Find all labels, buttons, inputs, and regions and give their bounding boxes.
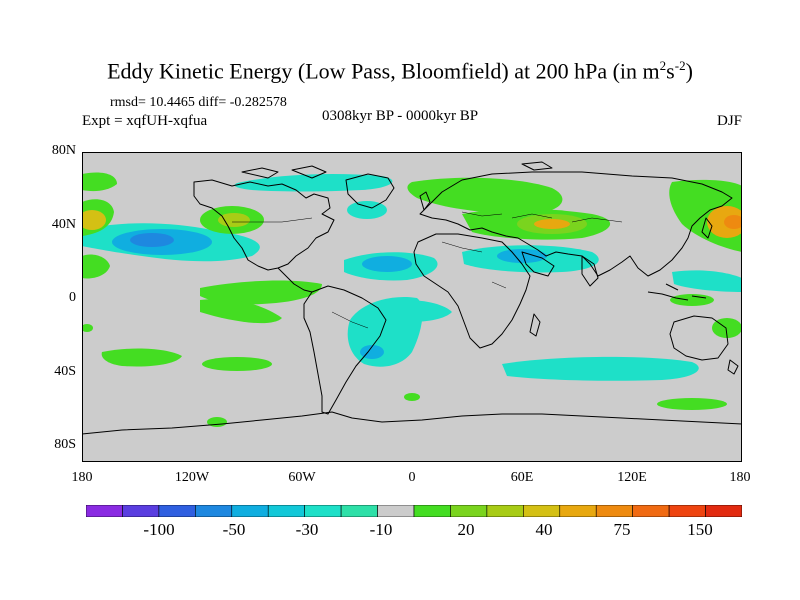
pos-region-tropical-pacific [200,280,322,305]
neg-region-north-atlantic-blob [347,201,387,219]
coast-japan [701,217,713,239]
map-frame [82,152,742,462]
colorbar-label-75: 75 [613,520,631,539]
lat-label-80n: 80N [51,143,76,158]
pos-region-southern-ocean-pacific [202,357,272,371]
colorbar-box-5 [267,505,305,517]
coast-australia [669,315,729,361]
season-label: DJF [716,113,742,129]
coastlines [82,161,742,435]
lat-label-40n: 40N [51,217,76,232]
lon-label-60e: 60E [510,470,534,485]
coast-madagascar [529,313,541,337]
coast-south-america [303,285,387,415]
colorbar-box-4 [231,505,269,517]
pos-region-subtropical-pacific [82,254,110,279]
pos-region-south-pacific-tiny [82,324,93,332]
colorbar-label-150: 150 [687,520,713,539]
colorbar-label-neg30: -30 [295,520,319,539]
neg-core-tropical-atlantic [362,256,412,272]
neg-region-southern-ocean-east [502,356,699,381]
coast-india [581,255,599,287]
pos-core-north-pacific-west [82,210,106,230]
coast-north-america [193,179,335,271]
pos-region-indonesia [670,294,714,306]
colorbar [86,505,742,517]
lat-label-0: 0 [69,290,76,305]
lon-label-180e: 180 [729,470,751,485]
map-title: Eddy Kinetic Energy (Low Pass, Bloomfiel… [107,58,693,84]
coast-central-america [277,267,313,293]
pos-region-north-atlantic-europe [407,177,563,214]
colorbar-boxes [86,505,742,517]
neg-region-tropical-west-pacific [672,270,742,292]
coast-new-zealand [727,359,739,375]
colorbar-label-neg10: -10 [369,520,393,539]
experiment-label: Expt = xqfUH-xqfua [82,113,208,129]
lon-label-60w: 60W [288,470,316,485]
pos-region-arctic-pacific [82,172,117,192]
colorbar-box-13 [559,505,597,517]
map-plot [82,152,742,462]
pos-core-north-pacific-central [218,213,250,227]
coast-greenland [345,173,395,209]
coast-antarctica [82,411,742,435]
pos-region-southern-ocean-far-east [657,398,727,410]
colorbar-box-10 [450,505,488,517]
country-borders [232,211,623,329]
colorbar-box-9 [413,505,451,517]
colorbar-label-neg50: -50 [222,520,246,539]
lon-label-180w: 180 [71,470,93,485]
period-label: 0308kyr BP - 0000kyr BP [322,108,479,124]
lat-label-80s: 80S [54,437,76,452]
colorbar-box-2 [158,505,196,517]
pos-region-antarctic-small [207,417,227,427]
colorbar-label-20: 20 [457,520,475,539]
lon-label-120w: 120W [174,470,210,485]
colorbar-box-1 [122,505,160,517]
colorbar-box-3 [195,505,233,517]
colorbar-box-16 [668,505,706,517]
pos-region-equatorial-east-pacific [200,298,282,324]
colorbar-box-7 [340,505,378,517]
colorbar-box-6 [304,505,342,517]
lat-label-40s: 40S [54,364,76,379]
lon-label-0: 0 [408,470,416,485]
neg-core-south-atlantic [360,345,384,359]
pos-core-northwest-pacific-inner [724,215,742,229]
colorbar-box-0 [86,505,123,517]
anomaly-fields [82,172,742,427]
colorbar-label-neg100: -100 [143,520,175,539]
colorbar-box-14 [595,505,633,517]
colorbar-box-15 [632,505,670,517]
neg-region-south-pacific-band [382,300,452,322]
lon-label-120e: 120E [617,470,647,485]
neg-core-central-pacific-strong [130,233,174,247]
neg-core-middle-east [497,249,547,263]
pos-core-asia-jet-strong [534,219,570,229]
colorbar-label-40: 40 [535,520,553,539]
coast-uk [419,191,431,211]
pos-region-southern-ocean-west [101,348,182,367]
coast-arctic-islands [241,161,553,179]
coast-arabia [521,251,555,277]
rmsd-diff-stats: rmsd= 10.4465 diff= -0.282578 [110,95,287,110]
colorbar-box-8 [377,505,415,517]
coast-indonesia [647,283,707,301]
pos-region-south-atlantic-small [404,393,420,401]
colorbar-box-17 [705,505,742,517]
coast-eurasia [419,171,733,277]
colorbar-box-11 [486,505,524,517]
colorbar-box-12 [523,505,561,517]
coast-africa [413,233,531,349]
